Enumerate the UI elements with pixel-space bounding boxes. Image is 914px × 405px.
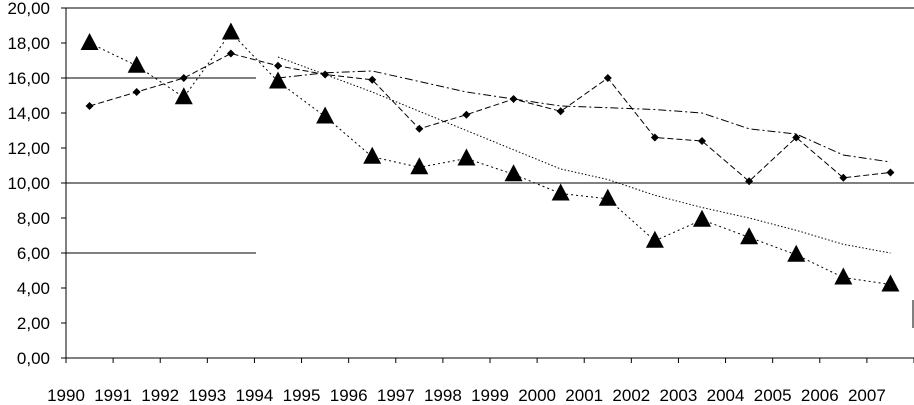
series-line: [89, 52, 891, 182]
x-tick-label: 2004: [707, 386, 745, 405]
reference-lines: [66, 77, 914, 254]
triangle-marker: [127, 55, 146, 73]
diamond-marker: [226, 49, 235, 58]
x-tick-label: 2007: [848, 386, 886, 405]
y-tick-label: 12,00: [7, 139, 50, 158]
diamond-marker: [368, 75, 377, 84]
x-tick-label: 2006: [801, 386, 839, 405]
series-diamond-markers: [85, 49, 895, 186]
triangle-marker: [598, 188, 617, 206]
triangle-marker: [363, 146, 382, 164]
series-line: [89, 31, 891, 285]
diamond-marker: [556, 107, 565, 116]
x-tick-label: 1996: [330, 386, 368, 405]
x-tick-label: 2005: [754, 386, 792, 405]
triangle-marker: [881, 274, 900, 292]
diamond-marker: [132, 88, 141, 96]
diamond-marker: [792, 133, 801, 142]
x-tick-label: 1991: [94, 386, 132, 405]
y-tick-label: 18,00: [7, 34, 50, 53]
diamond-marker: [839, 173, 848, 182]
series-triangle-markers: [80, 22, 900, 292]
triangle-marker: [551, 183, 570, 201]
y-axis: 0,00 2,00 4,00 6,00 8,00 10,00 12,00 14,00 16,00…: [7, 0, 914, 368]
triangle-marker: [316, 106, 335, 124]
series-trend-triangle: [277, 56, 891, 254]
triangle-marker: [504, 164, 523, 182]
y-tick-label: 6,00: [17, 244, 50, 263]
diamond-marker: [745, 177, 754, 186]
x-tick-label: 1997: [377, 386, 415, 405]
x-tick-label: 1995: [283, 386, 321, 405]
triangle-marker: [457, 148, 476, 166]
diamond-marker: [462, 110, 471, 119]
x-tick-label: 2001: [565, 386, 603, 405]
diamond-marker: [603, 74, 612, 82]
y-tick-label: 10,00: [7, 174, 50, 193]
x-axis: 1990 1991 1992 1993 1994 1995 1996 1997 1998 1999…: [47, 357, 914, 405]
diamond-marker: [650, 133, 659, 142]
series-trend-diamond: [277, 70, 891, 163]
diamond-marker: [415, 124, 424, 133]
diamond-marker: [509, 95, 518, 103]
y-tick-label: 20,00: [7, 0, 50, 18]
triangle-marker: [834, 267, 853, 285]
x-tick-label: 2003: [660, 386, 698, 405]
x-tick-label: 1994: [236, 386, 274, 405]
triangle-marker: [221, 22, 240, 40]
y-tick-label: 2,00: [17, 314, 50, 333]
x-tick-label: 1992: [141, 386, 179, 405]
y-tick-label: 16,00: [7, 69, 50, 88]
diamond-marker: [179, 74, 188, 82]
triangle-marker: [174, 87, 193, 105]
y-tick-label: 8,00: [17, 209, 50, 228]
x-tick-label: 1990: [47, 386, 85, 405]
diamond-marker: [886, 168, 895, 177]
x-tick-label: 2000: [518, 386, 556, 405]
series-line: [277, 70, 891, 163]
diamond-marker: [274, 61, 282, 70]
y-tick-label: 14,00: [7, 104, 50, 123]
triangle-marker: [787, 244, 806, 262]
x-tick-label: 2002: [612, 386, 650, 405]
diamond-marker: [698, 137, 706, 145]
triangle-marker: [645, 230, 664, 248]
y-tick-label: 0,00: [17, 349, 50, 368]
y-tick-label: 4,00: [17, 279, 50, 298]
diamond-marker: [85, 102, 94, 110]
x-tick-label: 1999: [471, 386, 509, 405]
triangle-marker: [80, 33, 99, 50]
x-tick-label: 1993: [188, 386, 226, 405]
triangle-marker: [410, 157, 429, 175]
triangle-marker: [740, 227, 759, 245]
triangle-marker: [693, 209, 711, 227]
series-group: [80, 22, 900, 292]
series-line: [277, 56, 891, 254]
triangle-marker: [269, 71, 287, 89]
x-tick-label: 1998: [424, 386, 462, 405]
